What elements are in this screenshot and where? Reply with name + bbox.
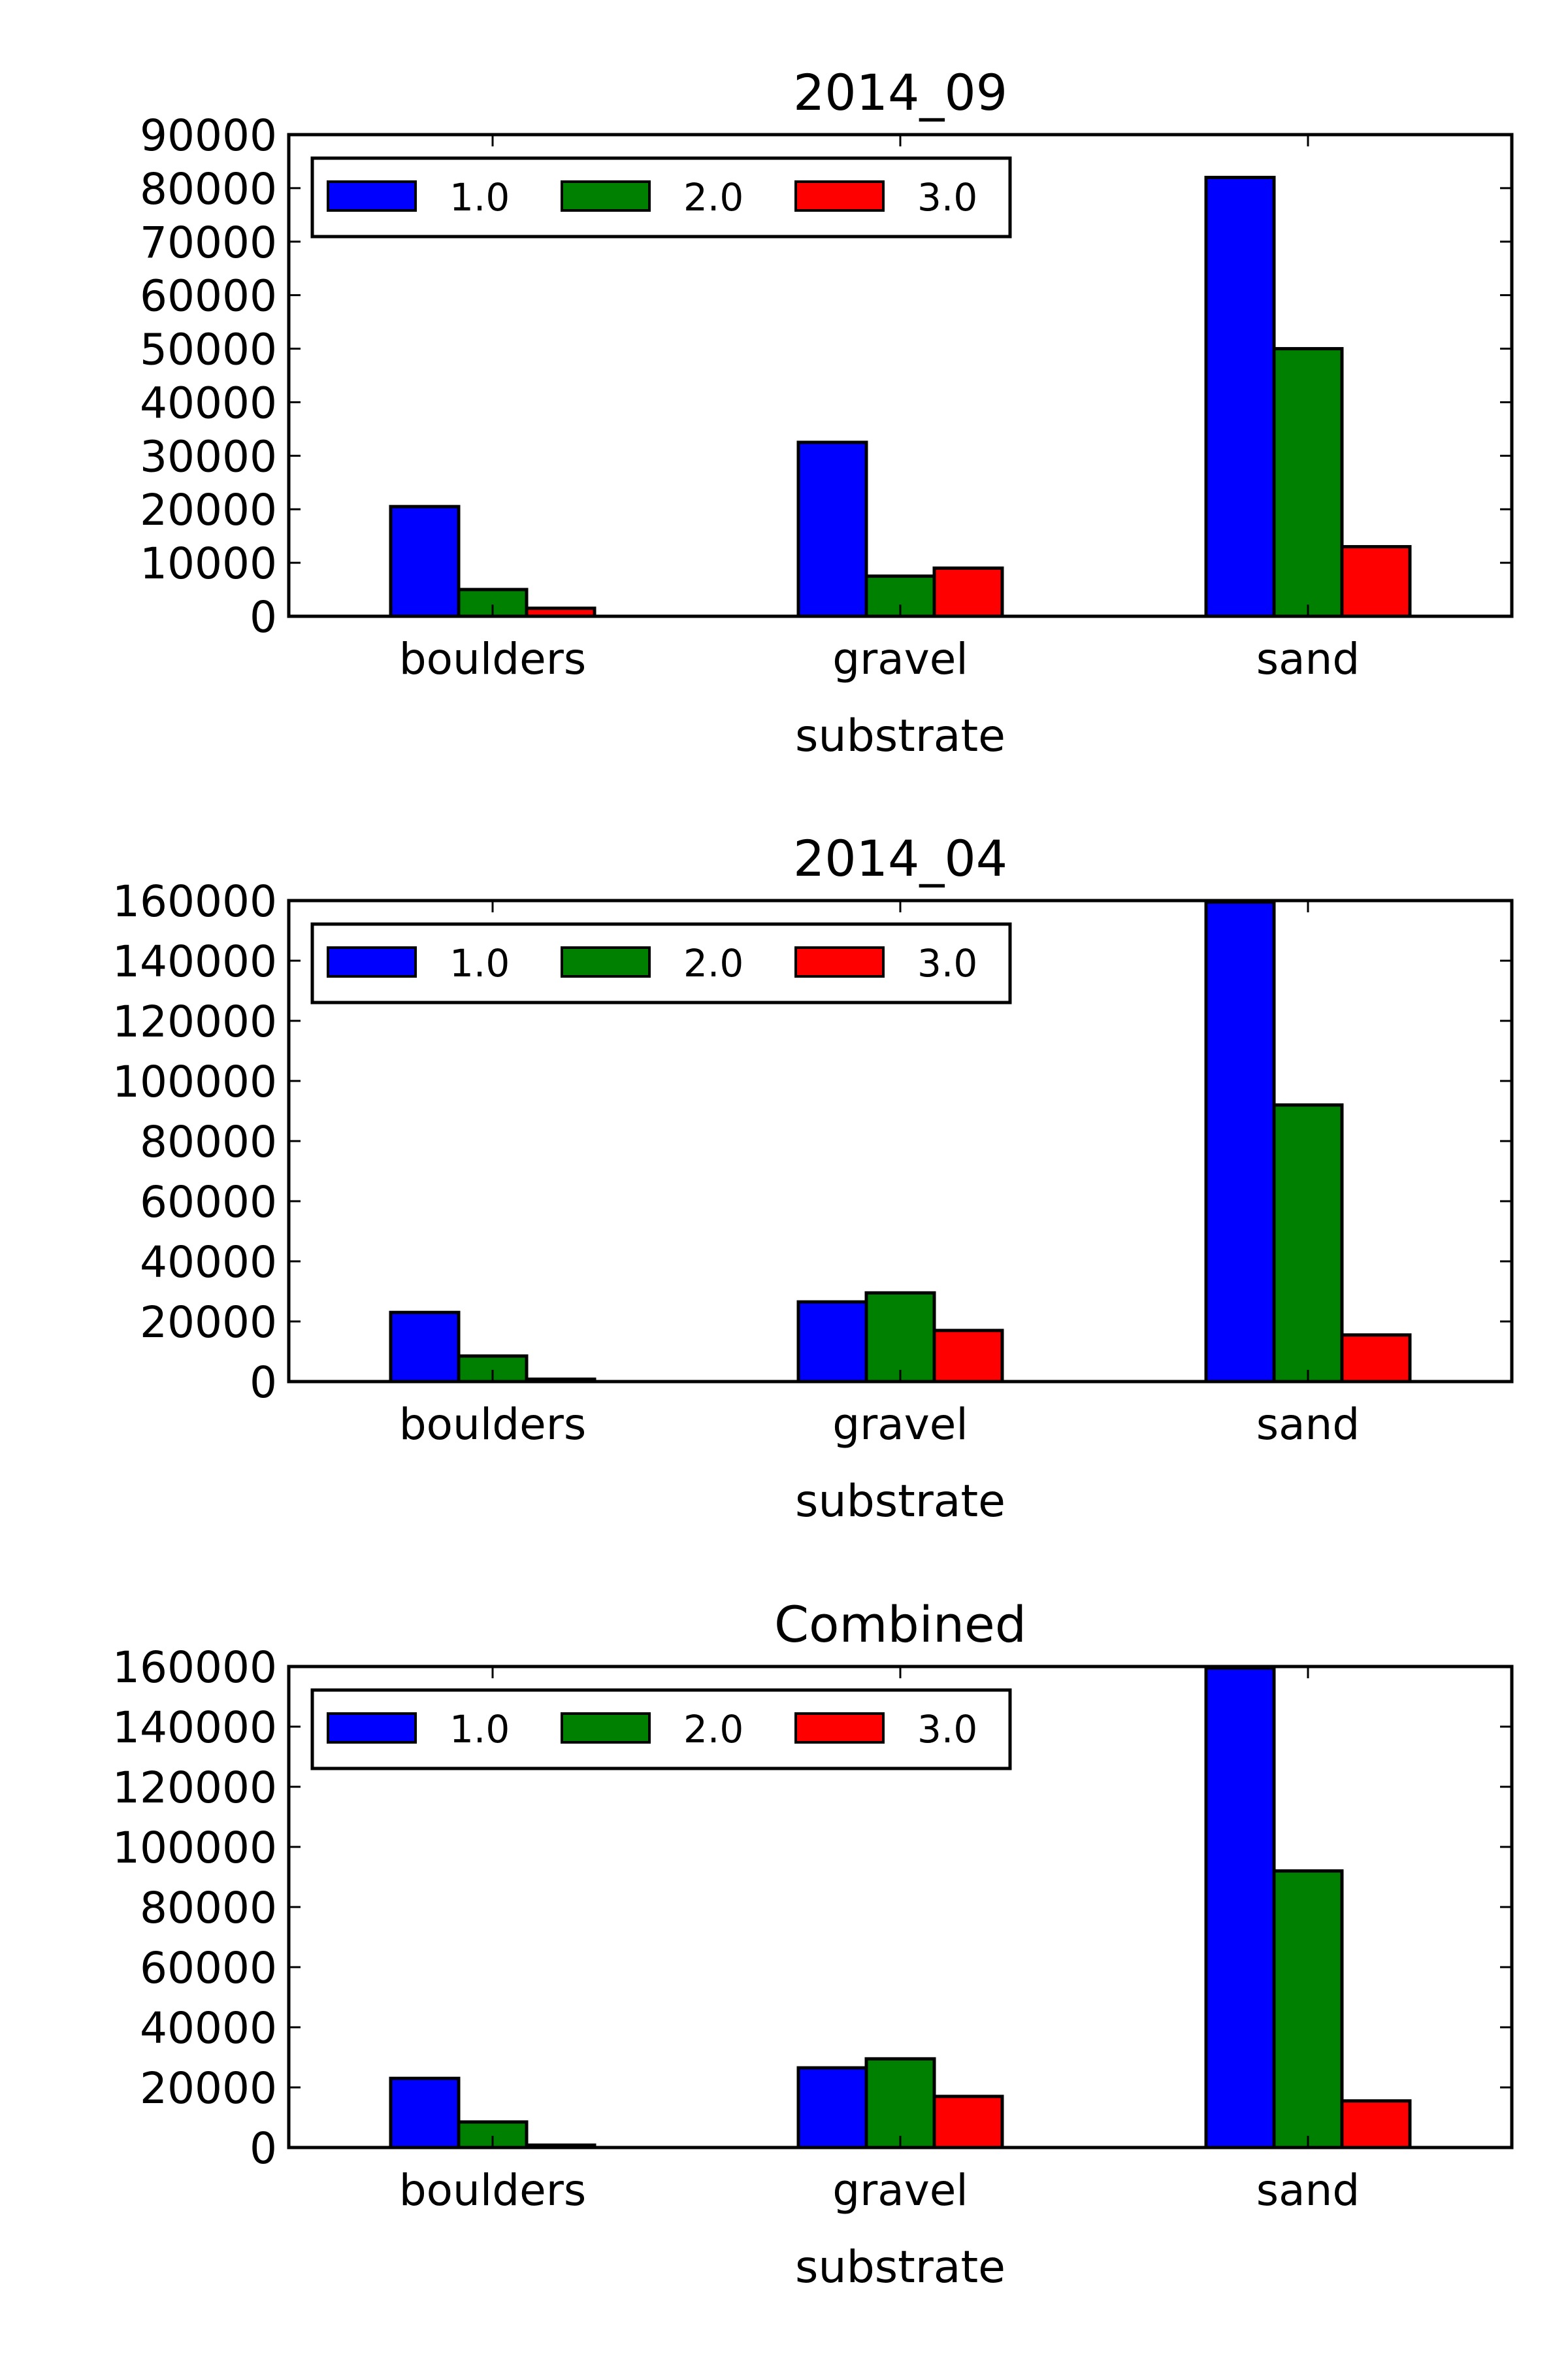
y-tick-label: 60000 (140, 1177, 277, 1227)
bar-gravel-3.0 (932, 2095, 1004, 2149)
legend-swatch-3.0 (794, 1712, 885, 1744)
legend-swatch-1.0 (327, 180, 417, 212)
y-tick-label: 0 (250, 2123, 277, 2174)
y-tick-label: 20000 (140, 1297, 277, 1348)
legend-swatch-3.0 (794, 180, 885, 212)
y-tick-label: 120000 (112, 997, 277, 1047)
legend-swatch-2.0 (561, 946, 651, 978)
bar-sand-3.0 (1340, 1333, 1412, 1384)
chart-title: 2014_04 (793, 829, 1007, 888)
bar-sand-2.0 (1272, 347, 1344, 618)
legend-box (310, 156, 1012, 239)
y-tick-label: 80000 (140, 164, 277, 214)
y-tick-label: 0 (250, 1357, 277, 1408)
legend-box (310, 1688, 1012, 1770)
y-tick-label: 10000 (140, 539, 277, 589)
y-tick-label: 140000 (112, 937, 277, 987)
x-tick-label: sand (1256, 634, 1360, 684)
y-tick-label: 100000 (112, 1057, 277, 1107)
x-tick-label: boulders (399, 1399, 586, 1450)
legend-box (310, 922, 1012, 1004)
legend-label: 3.0 (917, 1707, 977, 1751)
bar-gravel-3.0 (932, 566, 1004, 618)
legend-swatch-2.0 (561, 1712, 651, 1744)
bar-sand-2.0 (1272, 1869, 1344, 2149)
legend-label: 2.0 (683, 1707, 743, 1751)
x-tick-label: gravel (832, 634, 968, 684)
bar-sand-1.0 (1204, 1666, 1276, 2149)
bar-boulders-1.0 (389, 1310, 461, 1384)
legend-swatch-1.0 (327, 946, 417, 978)
legend-label: 1.0 (449, 1707, 510, 1751)
legend-swatch-3.0 (794, 946, 885, 978)
x-axis-label: substrate (795, 710, 1005, 762)
legend-label: 3.0 (917, 175, 977, 220)
x-axis-label: substrate (795, 2242, 1005, 2293)
y-tick-label: 60000 (140, 271, 277, 322)
x-tick-label: boulders (399, 634, 586, 684)
y-tick-label: 0 (250, 592, 277, 642)
legend-label: 2.0 (683, 175, 743, 220)
y-tick-label: 20000 (140, 485, 277, 535)
bar-gravel-1.0 (796, 2066, 868, 2149)
y-tick-label: 80000 (140, 1117, 277, 1167)
y-tick-label: 160000 (112, 1642, 277, 1693)
bar-sand-1.0 (1204, 900, 1276, 1384)
legend-label: 1.0 (449, 175, 510, 220)
bar-sand-2.0 (1272, 1103, 1344, 1384)
y-tick-label: 140000 (112, 1702, 277, 1753)
bar-gravel-3.0 (932, 1329, 1004, 1384)
y-tick-label: 20000 (140, 2063, 277, 2114)
y-tick-label: 80000 (140, 1883, 277, 1933)
y-tick-label: 120000 (112, 1763, 277, 1813)
y-tick-label: 40000 (140, 1237, 277, 1287)
y-tick-label: 40000 (140, 2003, 277, 2053)
chart-title: Combined (774, 1595, 1026, 1653)
y-tick-label: 70000 (140, 218, 277, 268)
bar-sand-3.0 (1340, 2099, 1412, 2149)
y-tick-label: 100000 (112, 1823, 277, 1873)
y-tick-label: 160000 (112, 876, 277, 927)
legend-label: 2.0 (683, 941, 743, 986)
bar-sand-1.0 (1204, 176, 1276, 618)
bar-sand-3.0 (1340, 545, 1412, 618)
x-tick-label: sand (1256, 2165, 1360, 2215)
bar-gravel-1.0 (796, 1300, 868, 1384)
legend-label: 3.0 (917, 941, 977, 986)
y-tick-label: 60000 (140, 1943, 277, 1993)
bar-boulders-1.0 (389, 505, 461, 618)
x-axis-label: substrate (795, 1476, 1005, 1527)
bar-gravel-2.0 (864, 1291, 936, 1384)
legend-swatch-1.0 (327, 1712, 417, 1744)
x-tick-label: gravel (832, 2165, 968, 2215)
y-tick-label: 90000 (140, 110, 277, 161)
bar-boulders-1.0 (389, 2076, 461, 2149)
x-tick-label: gravel (832, 1399, 968, 1450)
bar-gravel-2.0 (864, 2057, 936, 2149)
legend-swatch-2.0 (561, 180, 651, 212)
legend-label: 1.0 (449, 941, 510, 986)
chart-title: 2014_09 (793, 63, 1007, 122)
y-tick-label: 30000 (140, 431, 277, 482)
x-tick-label: sand (1256, 1399, 1360, 1450)
x-tick-label: boulders (399, 2165, 586, 2215)
y-tick-label: 50000 (140, 325, 277, 375)
bar-gravel-1.0 (796, 440, 868, 618)
y-tick-label: 40000 (140, 378, 277, 428)
